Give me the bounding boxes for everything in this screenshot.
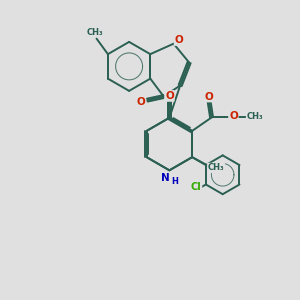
Text: CH₃: CH₃ xyxy=(247,112,263,121)
Text: CH₃: CH₃ xyxy=(208,164,224,172)
Text: O: O xyxy=(136,97,145,106)
Text: N: N xyxy=(161,173,170,183)
Text: O: O xyxy=(205,92,214,101)
Text: Cl: Cl xyxy=(191,182,201,192)
Text: O: O xyxy=(165,91,174,101)
Text: O: O xyxy=(229,111,238,121)
Text: CH₃: CH₃ xyxy=(87,28,103,37)
Text: H: H xyxy=(171,177,178,186)
Text: O: O xyxy=(175,35,183,45)
